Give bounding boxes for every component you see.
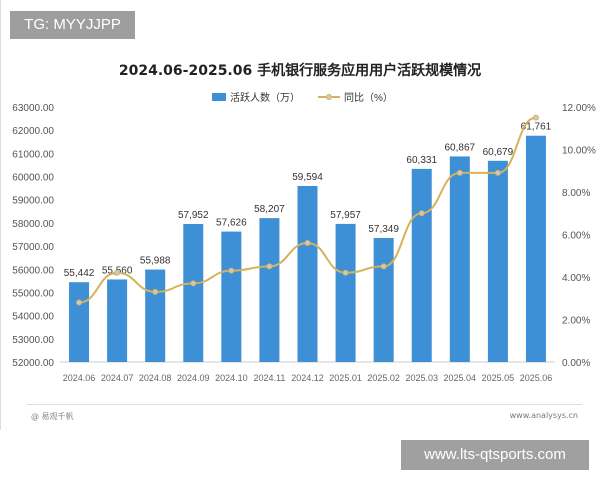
bar xyxy=(411,168,432,362)
y-left-tick: 57000.00 xyxy=(12,242,54,253)
y-left-tick: 62000.00 xyxy=(12,126,54,137)
x-tick: 2024.06 xyxy=(63,373,96,383)
bar-label: 57,952 xyxy=(178,210,209,221)
x-tick: 2024.12 xyxy=(291,373,324,383)
bar xyxy=(487,160,508,362)
bar xyxy=(145,269,166,362)
bar xyxy=(449,156,470,362)
y-left-tick: 52000.00 xyxy=(12,358,54,369)
y-left-tick: 56000.00 xyxy=(12,265,54,276)
y-right-tick: 6.00% xyxy=(562,231,590,242)
footer-site: www.analysys.cn xyxy=(509,411,578,420)
bar xyxy=(259,218,280,362)
line-point xyxy=(266,263,273,270)
x-tick: 2025.01 xyxy=(329,373,362,383)
line-point xyxy=(494,169,501,176)
watermark-bottom: www.lts-qtsports.com xyxy=(401,440,589,470)
legend-line-marker xyxy=(326,94,332,100)
bar-label: 58,207 xyxy=(254,204,285,215)
bar-label: 55,988 xyxy=(140,256,171,267)
x-tick: 2025.05 xyxy=(482,373,515,383)
bar xyxy=(183,224,204,362)
y-right-tick: 10.00% xyxy=(562,146,596,157)
watermark-top: TG: MYYJJPP xyxy=(10,11,135,39)
bar xyxy=(297,185,318,362)
bar xyxy=(69,282,90,362)
bar-label: 59,594 xyxy=(292,172,323,183)
y-left-tick: 53000.00 xyxy=(12,335,54,346)
line-point xyxy=(114,269,121,276)
x-tick: 2024.09 xyxy=(177,373,210,383)
line-point xyxy=(456,169,463,176)
line-point xyxy=(418,210,425,217)
y-right-tick: 2.00% xyxy=(562,316,590,327)
x-tick: 2024.08 xyxy=(139,373,172,383)
y-left-tick: 59000.00 xyxy=(12,196,54,207)
line-point xyxy=(76,299,83,306)
y-left-tick: 54000.00 xyxy=(12,312,54,323)
legend-bar-swatch xyxy=(212,93,226,101)
x-tick: 2025.06 xyxy=(520,373,553,383)
y-right-tick: 12.00% xyxy=(562,103,596,114)
y-left-tick: 63000.00 xyxy=(12,103,54,114)
y-right-tick: 8.00% xyxy=(562,188,590,199)
line-point xyxy=(380,263,387,270)
x-tick: 2024.10 xyxy=(215,373,248,383)
y-left-tick: 61000.00 xyxy=(12,149,54,160)
bar-label: 57,626 xyxy=(216,218,247,229)
y-left-tick: 55000.00 xyxy=(12,288,54,299)
line-point xyxy=(228,267,235,274)
line-point xyxy=(532,114,539,121)
line-point xyxy=(152,288,159,295)
y-left-tick: 60000.00 xyxy=(12,173,54,184)
bar-label: 60,331 xyxy=(406,155,437,166)
bar xyxy=(221,231,242,362)
bar-label: 60,867 xyxy=(445,142,476,153)
x-tick: 2024.07 xyxy=(101,373,134,383)
bar-label: 55,442 xyxy=(64,268,95,279)
y-right-tick: 4.00% xyxy=(562,273,590,284)
bar-label: 60,679 xyxy=(483,147,514,158)
line-point xyxy=(190,280,197,287)
legend-line-label: 同比（%） xyxy=(344,92,393,104)
bar xyxy=(335,223,356,362)
footer-source: @ 易观千帆 xyxy=(31,412,74,421)
bar-label: 57,957 xyxy=(330,210,361,221)
bar xyxy=(107,279,128,362)
bar-label: 61,761 xyxy=(521,122,552,133)
chart-title: 2024.06-2025.06 手机银行服务应用用户活跃规模情况 xyxy=(118,63,482,79)
bar xyxy=(525,135,546,362)
x-tick: 2024.11 xyxy=(253,373,285,383)
x-tick: 2025.03 xyxy=(405,373,438,383)
bar xyxy=(373,238,394,362)
legend-bar-label: 活跃人数（万） xyxy=(230,91,300,104)
footer-divider xyxy=(27,404,582,405)
bar-label: 57,349 xyxy=(368,224,399,235)
x-tick: 2025.04 xyxy=(444,373,477,383)
line-point xyxy=(304,240,311,246)
x-tick: 2025.02 xyxy=(367,373,400,383)
y-right-tick: 0.00% xyxy=(562,358,590,369)
line-point xyxy=(342,269,349,276)
y-left-tick: 58000.00 xyxy=(12,219,54,230)
